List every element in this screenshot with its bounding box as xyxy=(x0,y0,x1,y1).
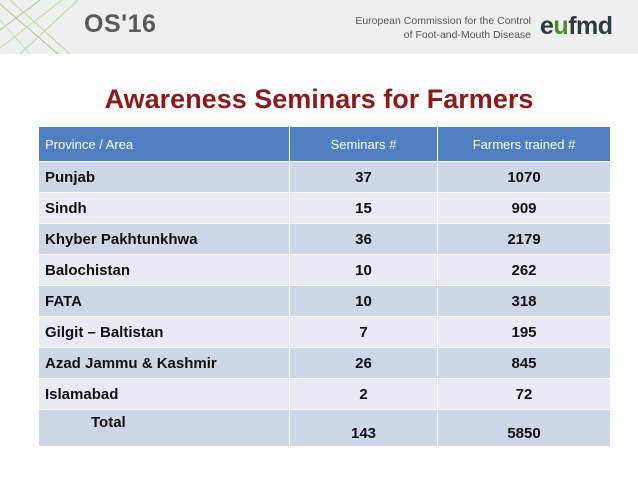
table-header-row: Province / Area Seminars # Farmers train… xyxy=(38,126,611,162)
total-label: Total xyxy=(38,409,290,447)
seminars-cell: 15 xyxy=(289,192,438,224)
decorative-lines-icon xyxy=(0,0,79,54)
seminars-cell: 10 xyxy=(289,254,438,286)
page-title: Awareness Seminars for Farmers xyxy=(104,84,534,114)
seminars-cell: 7 xyxy=(289,316,438,348)
province-cell: FATA xyxy=(38,285,290,317)
eufmd-logo: eufmd xyxy=(540,12,613,44)
seminars-cell: 26 xyxy=(289,347,438,379)
table-row: FATA 10 318 xyxy=(38,285,611,317)
farmers-cell: 909 xyxy=(437,192,611,224)
table-row: Sindh 15 909 xyxy=(38,192,611,224)
seminars-cell: 10 xyxy=(289,285,438,317)
table-row: Islamabad 2 72 xyxy=(38,378,611,410)
table-row: Gilgit – Baltistan 7 195 xyxy=(38,316,611,348)
total-farmers: 5850 xyxy=(437,409,611,447)
total-seminars: 143 xyxy=(289,409,438,447)
farmers-cell: 195 xyxy=(437,316,611,348)
seminars-cell: 36 xyxy=(289,223,438,255)
logo-part-2: u xyxy=(553,12,569,40)
column-header-farmers: Farmers trained # xyxy=(437,126,611,162)
column-header-seminars: Seminars # xyxy=(289,126,438,162)
farmers-cell: 845 xyxy=(437,347,611,379)
organization-name: European Commission for the Control of F… xyxy=(301,14,531,42)
column-header-province: Province / Area xyxy=(38,126,290,162)
seminars-cell: 2 xyxy=(289,378,438,410)
province-cell: Khyber Pakhtunkhwa xyxy=(38,223,290,255)
org-line-1: European Commission for the Control xyxy=(355,15,531,27)
province-cell: Punjab xyxy=(38,161,290,193)
farmers-cell: 1070 xyxy=(437,161,611,193)
table-row: Azad Jammu & Kashmir 26 845 xyxy=(38,347,611,379)
province-cell: Azad Jammu & Kashmir xyxy=(38,347,290,379)
logo-part-1: e xyxy=(540,12,554,40)
farmers-cell: 2179 xyxy=(437,223,611,255)
seminars-table: Province / Area Seminars # Farmers train… xyxy=(38,126,611,447)
table-row: Khyber Pakhtunkhwa 36 2179 xyxy=(38,223,611,255)
brand-title: OS'16 xyxy=(84,10,157,38)
table-total-row: Total 143 5850 xyxy=(38,409,611,447)
farmers-cell: 262 xyxy=(437,254,611,286)
org-line-2: of Foot-and-Mouth Disease xyxy=(403,29,531,41)
logo-part-3: fmd xyxy=(568,12,613,40)
province-cell: Islamabad xyxy=(38,378,290,410)
farmers-cell: 72 xyxy=(437,378,611,410)
farmers-cell: 318 xyxy=(437,285,611,317)
province-cell: Gilgit – Baltistan xyxy=(38,316,290,348)
province-cell: Balochistan xyxy=(38,254,290,286)
seminars-cell: 37 xyxy=(289,161,438,193)
province-cell: Sindh xyxy=(38,192,290,224)
header-banner: OS'16 European Commission for the Contro… xyxy=(0,0,638,54)
table-row: Punjab 37 1070 xyxy=(38,161,611,193)
table-row: Balochistan 10 262 xyxy=(38,254,611,286)
